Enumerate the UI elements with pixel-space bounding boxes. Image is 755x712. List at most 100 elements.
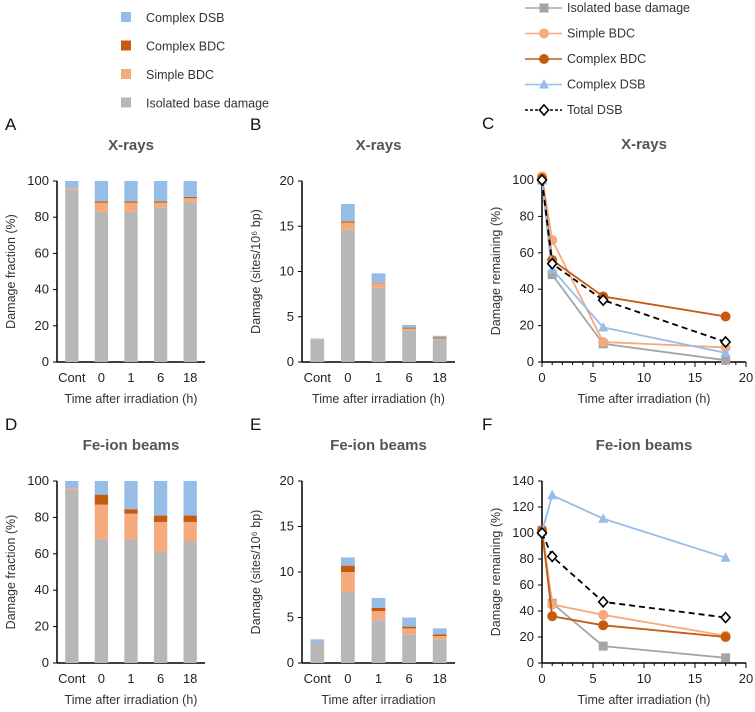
y-axis-label: Damage fraction (%) xyxy=(4,515,18,630)
y-tick-label: 40 xyxy=(35,582,49,597)
bar-segment-complex-bdc xyxy=(183,196,197,199)
x-tick-label: 0 xyxy=(344,370,351,385)
bar-segment-isolated-base-damage xyxy=(94,211,109,362)
x-tick-label: 15 xyxy=(688,370,702,385)
y-tick-label: 0 xyxy=(42,655,49,670)
bar-segment-complex-dsb xyxy=(153,181,168,202)
y-tick-label: 100 xyxy=(27,473,49,488)
bar-segment-isolated-base-damage xyxy=(94,539,109,663)
panel-title: X-rays xyxy=(356,137,402,154)
data-point-diamond xyxy=(720,335,732,349)
legend-swatch xyxy=(121,69,131,79)
bar-segment-complex-dsb xyxy=(371,597,386,608)
bar-segment-complex-dsb xyxy=(65,481,79,489)
data-point-triangle xyxy=(598,321,609,332)
data-point-circle xyxy=(598,336,609,347)
legend-swatch xyxy=(121,40,131,51)
y-axis-label: Damage fraction (%) xyxy=(4,214,18,329)
bar-segment-isolated-base-damage xyxy=(341,592,355,663)
data-point-triangle xyxy=(547,489,558,500)
bar-segment-isolated-base-damage xyxy=(310,339,325,362)
x-tick-label: 0 xyxy=(538,370,545,385)
bar-segment-isolated-base-damage xyxy=(65,490,79,663)
x-tick-label: 20 xyxy=(739,671,753,686)
x-axis-label: Time after irradiation (h) xyxy=(578,693,711,707)
legend-label: Total DSB xyxy=(567,103,623,117)
panel-letter: E xyxy=(250,415,261,434)
series-line xyxy=(541,494,726,559)
x-tick-label: 18 xyxy=(183,671,197,686)
y-tick-label: 15 xyxy=(280,218,294,233)
bar-segment-simple-bdc xyxy=(341,222,355,230)
bar-segment-isolated-base-damage xyxy=(124,211,138,362)
y-tick-label: 40 xyxy=(35,282,49,297)
bar-segment-complex-dsb xyxy=(124,481,138,510)
bar-segment-complex-dsb xyxy=(183,481,197,516)
x-tick-label: 6 xyxy=(157,370,164,385)
bar-segment-complex-dsb xyxy=(94,481,109,495)
x-tick-label: 15 xyxy=(688,671,702,686)
data-point-square xyxy=(547,270,557,280)
x-tick-label: 1 xyxy=(127,671,134,686)
panel-letter: D xyxy=(5,415,17,434)
y-tick-label: 10 xyxy=(280,264,294,279)
bar-segment-complex-bdc xyxy=(94,494,109,505)
y-tick-label: 100 xyxy=(27,173,49,188)
y-tick-label: 40 xyxy=(520,281,534,296)
bar-segment-isolated-base-damage xyxy=(183,201,197,362)
data-point-circle xyxy=(539,28,549,39)
panel-letter: F xyxy=(482,415,492,434)
legend-label: Complex BDC xyxy=(567,52,646,66)
bar-segment-complex-dsb xyxy=(94,181,109,202)
x-tick-label: Cont xyxy=(58,370,86,385)
series-line xyxy=(541,530,726,638)
data-point-diamond xyxy=(546,257,558,270)
legend-label: Simple BDC xyxy=(146,68,214,82)
line-legend: Isolated base damage Simple BDC Complex BD… xyxy=(525,1,690,117)
y-tick-label: 0 xyxy=(42,354,49,369)
bar-segment-isolated-base-damage xyxy=(371,287,386,362)
y-tick-label: 5 xyxy=(287,610,294,625)
x-tick-label: 10 xyxy=(637,671,651,686)
bar-segment-simple-bdc xyxy=(371,283,386,288)
bar-segment-complex-dsb xyxy=(153,481,168,516)
x-tick-label: 0 xyxy=(98,671,105,686)
legend-swatch xyxy=(121,12,131,22)
panel-letter: B xyxy=(250,115,261,134)
data-point-diamond xyxy=(597,293,609,307)
x-tick-label: 0 xyxy=(344,671,351,686)
x-tick-label: 0 xyxy=(98,370,105,385)
bar-segment-complex-bdc xyxy=(124,201,138,203)
data-point-diamond xyxy=(538,103,550,117)
x-tick-label: 5 xyxy=(589,370,596,385)
bar-segment-isolated-base-damage xyxy=(341,229,355,362)
data-point-diamond xyxy=(720,611,732,624)
bar-segment-simple-bdc xyxy=(402,628,416,635)
series-line xyxy=(541,176,726,349)
data-point-diamond xyxy=(546,550,558,563)
data-point-square xyxy=(721,355,731,365)
bar-segment-complex-dsb xyxy=(432,335,447,338)
bar-segment-complex-dsb xyxy=(310,639,325,643)
x-axis-label: Time after irradiation (h) xyxy=(65,693,198,707)
y-tick-label: 20 xyxy=(280,473,294,488)
bar-segment-isolated-base-damage xyxy=(65,190,79,362)
data-point-circle xyxy=(547,611,558,622)
bar-segment-complex-bdc xyxy=(402,327,416,329)
data-point-square xyxy=(539,3,549,13)
x-tick-label: 1 xyxy=(375,370,382,385)
bar-segment-isolated-base-damage xyxy=(402,634,416,663)
x-tick-label: 6 xyxy=(157,671,164,686)
bar-segment-complex-bdc xyxy=(153,515,168,522)
data-point-triangle xyxy=(720,347,731,357)
bar-segment-complex-bdc xyxy=(341,221,355,223)
y-tick-label: 20 xyxy=(520,629,534,644)
y-tick-label: 5 xyxy=(287,309,294,324)
y-axis-label: Damage remaining (%) xyxy=(489,508,503,637)
legend-label: Complex BDC xyxy=(146,40,225,54)
panel-title: X-rays xyxy=(108,137,154,154)
